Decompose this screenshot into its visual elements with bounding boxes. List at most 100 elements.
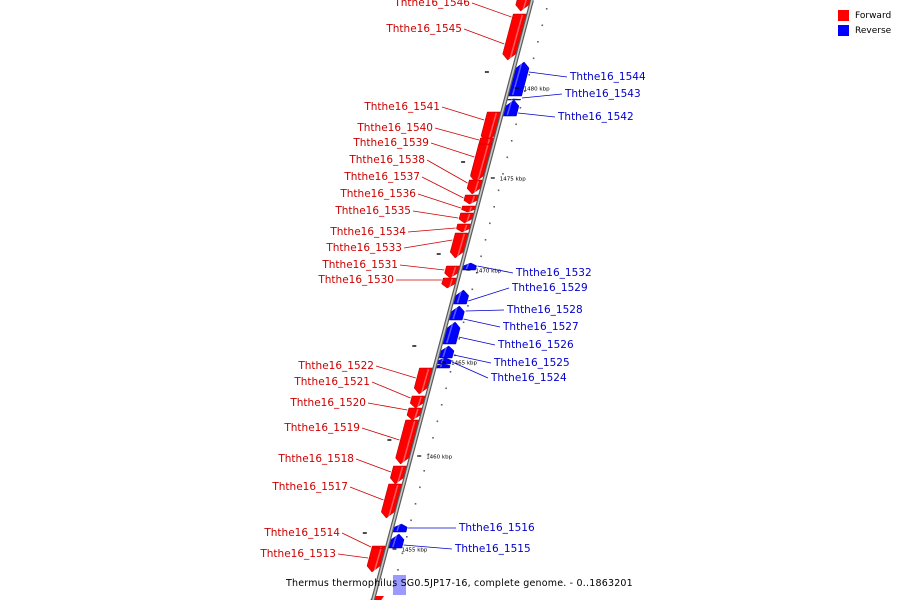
label-leader-line — [421, 176, 464, 199]
minor-tick-dot — [532, 57, 535, 60]
minor-tick-dot — [528, 74, 530, 76]
minor-tick-dot — [458, 338, 460, 340]
label-leader-line — [417, 193, 462, 209]
gene-highlight — [511, 62, 523, 96]
minor-tick-dot — [406, 536, 408, 538]
gene-feature-ththe16-1534 — [456, 223, 471, 233]
label-leader-line — [468, 287, 510, 302]
label-leader-line — [407, 227, 456, 233]
gene-feature-ththe16-1537 — [463, 194, 479, 205]
gene-label: Ththe16_1522 — [297, 360, 374, 372]
minor-tick-dot — [436, 420, 439, 423]
label-leader-line — [371, 381, 411, 399]
gene-highlight — [469, 206, 473, 212]
gene-feature-ththe16-1524 — [436, 363, 451, 369]
minor-tick-dot — [397, 569, 399, 571]
gene-highlight — [465, 263, 470, 270]
label-leader-line — [434, 127, 480, 141]
gene-label: Ththe16_1537 — [343, 171, 420, 183]
scale-tick-label: 1455 kbp — [402, 548, 428, 554]
gene-label: Ththe16_1539 — [352, 137, 429, 149]
gene-label: Ththe16_1520 — [289, 397, 366, 409]
minor-tick-dot — [480, 255, 482, 258]
gene-label: Ththe16_1517 — [271, 481, 348, 493]
label-leader-line — [426, 159, 468, 184]
gene-highlight — [509, 14, 524, 60]
minor-tick-dot — [432, 437, 434, 439]
label-leader-line — [403, 239, 453, 249]
minor-tick-dot — [506, 156, 509, 159]
scale-tick-label: 1470 kbp — [475, 269, 501, 275]
gene-highlight — [373, 548, 382, 572]
scale-tick-label: 1460 kbp — [426, 455, 452, 461]
label-leader-line — [355, 458, 392, 473]
label-leader-line — [465, 309, 505, 312]
gene-label: Ththe16_1536 — [339, 188, 416, 200]
gene-highlight — [442, 346, 448, 358]
minor-tick-dot — [519, 107, 522, 109]
minor-tick-dots — [392, 8, 548, 588]
minor-tick-dot — [493, 206, 495, 208]
label-leader-lines — [337, 2, 568, 559]
gene-highlight — [471, 195, 476, 204]
gene-feature-ththe16-1516 — [392, 523, 408, 533]
scale-tick-label: 1480 kbp — [524, 87, 550, 93]
gene-highlight — [463, 224, 468, 232]
strand-legend: Forward Reverse — [838, 8, 891, 38]
scale-tick-label: 1465 kbp — [451, 361, 477, 367]
gene-feature-ththe16-1529 — [453, 289, 469, 305]
gene-highlight — [522, 0, 527, 11]
gene-label: Ththe16_1514 — [263, 527, 340, 539]
gene-highlight — [446, 322, 454, 344]
gene-label: Ththe16_1532 — [515, 267, 592, 279]
gene-highlight — [506, 100, 513, 116]
label-leader-line — [399, 264, 445, 271]
gene-highlight — [477, 144, 489, 182]
minor-tick-dot — [462, 321, 465, 324]
minor-tick-dot — [502, 173, 504, 175]
label-leader-line — [349, 486, 384, 501]
label-leader-line — [463, 28, 505, 45]
gene-feature-ththe16-1542 — [502, 99, 520, 117]
gene-labels: Ththe16_1546 Ththe16_1545 Ththe16_1544 Thth… — [259, 0, 646, 560]
gene-label: Ththe16_1529 — [511, 282, 588, 294]
label-leader-line — [375, 365, 416, 379]
minor-tick-dot — [524, 90, 526, 93]
gene-label: Ththe16_1540 — [356, 122, 433, 134]
label-leader-line — [458, 336, 496, 346]
label-leader-line — [463, 318, 501, 328]
gene-highlight — [396, 466, 404, 484]
gene-highlight — [448, 278, 454, 288]
legend-item-reverse: Reverse — [838, 23, 891, 38]
label-leader-line — [477, 265, 514, 274]
minor-tick-dot — [537, 41, 539, 43]
genome-backbone — [371, 0, 534, 600]
label-leader-line — [403, 544, 453, 550]
minor-tick-dot — [467, 305, 469, 307]
label-leader-line — [337, 553, 369, 559]
legend-item-forward: Forward — [838, 8, 891, 23]
gene-label: Ththe16_1542 — [557, 111, 634, 123]
reverse-swatch — [838, 25, 849, 36]
minor-tick-dot — [410, 519, 412, 522]
gene-highlight — [451, 266, 457, 278]
gene-label: Ththe16_1541 — [363, 101, 440, 113]
gene-label: Ththe16_1545 — [385, 23, 462, 35]
label-leader-line — [518, 112, 556, 118]
gene-feature-partial — [393, 575, 406, 595]
gene-highlight — [387, 484, 399, 518]
label-leader-line — [451, 361, 489, 379]
gene-label: Ththe16_1530 — [317, 274, 394, 286]
gene-label: Ththe16_1533 — [325, 242, 402, 254]
gene-label: Ththe16_1543 — [564, 88, 641, 100]
label-leader-line — [453, 354, 492, 364]
label-leader-line — [430, 142, 475, 158]
minor-tick-dot — [401, 552, 404, 555]
label-leader-line — [367, 402, 408, 411]
minor-tick-dot — [414, 503, 417, 505]
minor-tick-dot — [419, 486, 421, 489]
label-leader-line — [528, 71, 568, 78]
minor-tick-dot — [445, 387, 447, 390]
label-leader-line — [521, 93, 563, 99]
gene-label: Ththe16_1528 — [506, 304, 583, 316]
